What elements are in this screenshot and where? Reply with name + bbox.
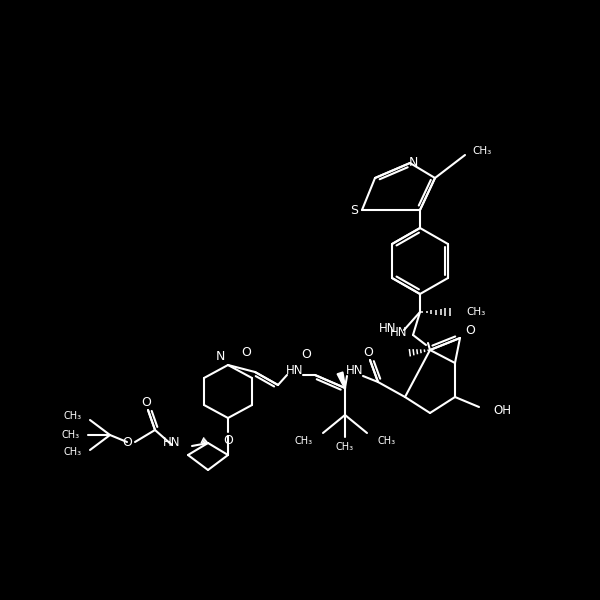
Text: OH: OH: [493, 404, 511, 418]
Text: O: O: [301, 349, 311, 361]
Text: O: O: [241, 346, 251, 358]
Text: N: N: [409, 155, 418, 169]
Text: HN: HN: [163, 437, 180, 449]
Text: O: O: [363, 346, 373, 358]
Text: CH₃: CH₃: [295, 436, 313, 446]
Text: CH₃: CH₃: [336, 442, 354, 452]
Text: O: O: [223, 433, 233, 446]
Text: CH₃: CH₃: [64, 447, 82, 457]
Text: CH₃: CH₃: [62, 430, 80, 440]
Text: CH₃: CH₃: [472, 146, 491, 156]
Text: O: O: [122, 436, 132, 449]
Text: O: O: [141, 395, 151, 409]
Polygon shape: [337, 372, 346, 388]
Text: CH₃: CH₃: [466, 307, 485, 317]
Text: S: S: [350, 203, 358, 217]
Text: CH₃: CH₃: [377, 436, 395, 446]
Text: HN: HN: [389, 325, 407, 338]
Text: HN: HN: [379, 322, 396, 335]
Text: N: N: [215, 350, 224, 364]
Text: HN: HN: [286, 364, 304, 377]
Text: CH₃: CH₃: [64, 411, 82, 421]
Text: HN: HN: [346, 364, 364, 377]
Text: O: O: [465, 323, 475, 337]
